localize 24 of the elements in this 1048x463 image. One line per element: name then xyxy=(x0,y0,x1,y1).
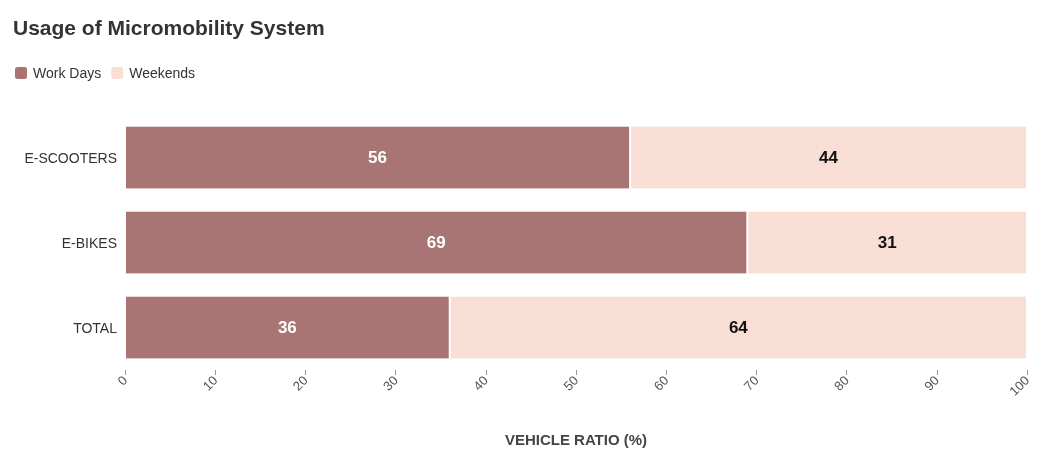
x-tick-label: 10 xyxy=(199,372,221,394)
data-label: 64 xyxy=(728,318,749,337)
x-tick-label: 90 xyxy=(921,372,943,394)
chart-title: Usage of Micromobility System xyxy=(13,16,325,39)
y-tick-label: TOTAL xyxy=(73,319,118,336)
data-label: 69 xyxy=(426,233,446,252)
legend-label: Weekends xyxy=(129,65,196,81)
data-label: 56 xyxy=(368,148,388,167)
data-label: 31 xyxy=(877,233,897,252)
data-label: 36 xyxy=(277,318,297,337)
x-tick-label: 80 xyxy=(831,372,852,394)
y-tick-label: E-BIKES xyxy=(61,234,117,251)
x-axis-title: VEHICLE RATIO (%) xyxy=(504,431,648,448)
x-tick-label: 0 xyxy=(114,372,131,389)
data-label: 44 xyxy=(819,148,839,167)
x-tick-label: 60 xyxy=(650,372,672,394)
x-tick-label: 20 xyxy=(289,372,311,394)
y-tick-label: E-SCOOTERS xyxy=(24,149,117,166)
x-tick-label: 50 xyxy=(560,372,582,394)
legend-label: Work Days xyxy=(33,65,102,81)
x-tick-label: 30 xyxy=(380,372,401,394)
x-tick-label: 100 xyxy=(1006,372,1033,399)
x-tick-label: 70 xyxy=(740,372,762,394)
x-tick-label: 40 xyxy=(470,372,492,394)
